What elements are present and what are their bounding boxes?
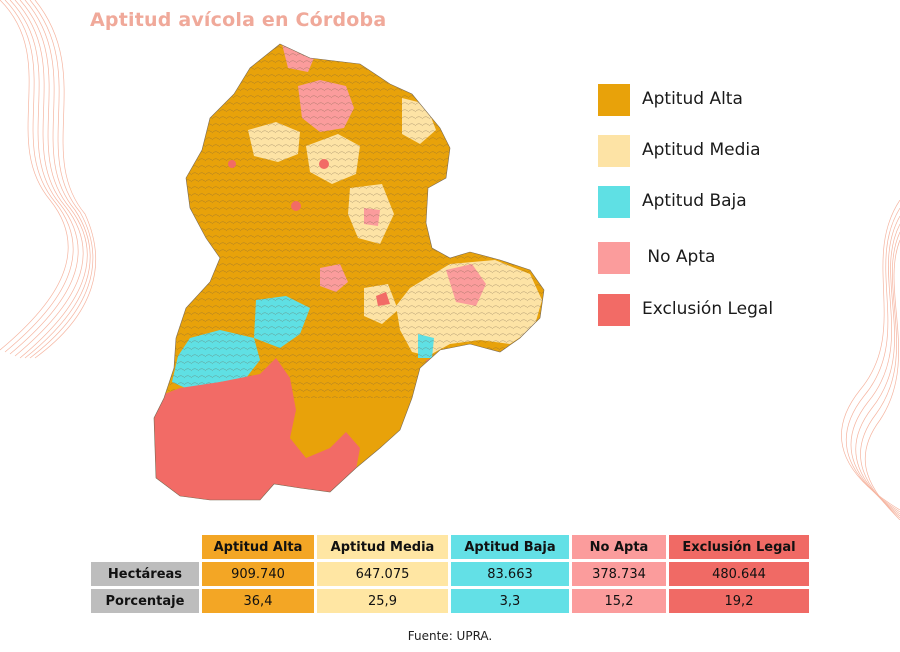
legend-label: No Apta xyxy=(642,247,716,267)
map-zone-exclusion-legal xyxy=(291,201,301,211)
legend-label: Aptitud Alta xyxy=(642,89,743,109)
table-cell: 909.740 xyxy=(202,562,314,586)
source-note: Fuente: UPRA. xyxy=(407,629,493,643)
legend-item-aptitud-media: Aptitud Media xyxy=(598,135,848,167)
column-header-media: Aptitud Media xyxy=(317,535,448,559)
map-zone-exclusion-legal xyxy=(228,160,236,168)
table-cell: 15,2 xyxy=(572,589,666,613)
legend-label: Aptitud Media xyxy=(642,140,761,160)
legend-swatch-exclusion xyxy=(598,294,630,326)
map-zone-exclusion-legal xyxy=(154,358,360,500)
column-header-exclusion: Exclusión Legal xyxy=(669,535,809,559)
table-cell: 19,2 xyxy=(669,589,809,613)
legend-item-exclusion-legal: Exclusión Legal xyxy=(598,294,848,326)
legend-swatch-no-apta xyxy=(598,242,630,274)
legend-item-no-apta: No Apta xyxy=(598,242,848,274)
legend-swatch-baja xyxy=(598,186,630,218)
table-row: Porcentaje 36,4 25,9 3,3 15,2 19,2 xyxy=(91,589,809,613)
decorative-waves-left xyxy=(0,0,96,359)
legend-swatch-media xyxy=(598,135,630,167)
table-header-row: Aptitud Alta Aptitud Media Aptitud Baja … xyxy=(91,535,809,559)
table-corner xyxy=(91,535,199,559)
row-label-porcentaje: Porcentaje xyxy=(91,589,199,613)
table-cell: 3,3 xyxy=(451,589,569,613)
map-zone-exclusion-legal xyxy=(319,159,329,169)
table-cell: 480.644 xyxy=(669,562,809,586)
row-label-hectareas: Hectáreas xyxy=(91,562,199,586)
legend-item-aptitud-baja: Aptitud Baja xyxy=(598,186,848,218)
table-cell: 378.734 xyxy=(572,562,666,586)
column-header-baja: Aptitud Baja xyxy=(451,535,569,559)
legend-item-aptitud-alta: Aptitud Alta xyxy=(598,84,848,116)
legend-swatch-alta xyxy=(598,84,630,116)
column-header-alta: Aptitud Alta xyxy=(202,535,314,559)
table-cell: 36,4 xyxy=(202,589,314,613)
aptitude-stats-table: Aptitud Alta Aptitud Media Aptitud Baja … xyxy=(88,532,812,616)
cordoba-aptitude-map xyxy=(153,43,545,501)
page-title: Aptitud avícola en Córdoba xyxy=(90,9,387,31)
map-zone-exclusion-legal xyxy=(376,292,390,306)
table-cell: 25,9 xyxy=(317,589,448,613)
column-header-no-apta: No Apta xyxy=(572,535,666,559)
table-cell: 647.075 xyxy=(317,562,448,586)
legend-label: Exclusión Legal xyxy=(642,299,774,319)
table-row: Hectáreas 909.740 647.075 83.663 378.734… xyxy=(91,562,809,586)
table-cell: 83.663 xyxy=(451,562,569,586)
decorative-waves-right xyxy=(841,200,900,520)
department-boundary xyxy=(153,43,545,501)
legend-label: Aptitud Baja xyxy=(642,191,747,211)
